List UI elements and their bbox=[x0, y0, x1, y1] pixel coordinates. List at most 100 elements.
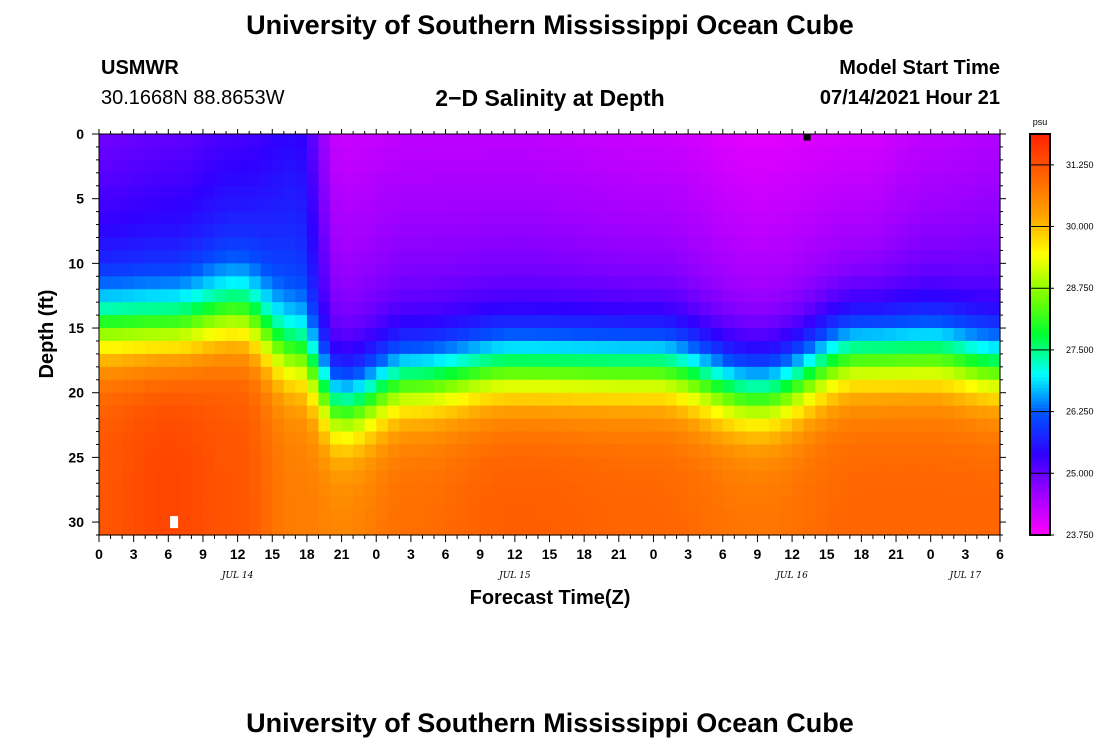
heatmap-cell bbox=[641, 276, 655, 290]
heatmap-cell bbox=[641, 146, 655, 161]
heatmap-cell bbox=[688, 379, 701, 394]
heatmap-cell bbox=[988, 172, 1001, 187]
heatmap-cell bbox=[953, 509, 966, 523]
heatmap-cell bbox=[734, 483, 747, 497]
colorbar-segment bbox=[1030, 274, 1050, 279]
heatmap-cell bbox=[341, 185, 354, 200]
heatmap-cell bbox=[711, 353, 724, 368]
heatmap-cell bbox=[630, 444, 643, 458]
heatmap-cell bbox=[699, 522, 712, 536]
heatmap-cell bbox=[665, 457, 678, 471]
heatmap-cell bbox=[133, 263, 146, 277]
heatmap-cell bbox=[260, 198, 273, 213]
heatmap-cell bbox=[595, 250, 608, 264]
heatmap-cell bbox=[630, 185, 643, 200]
heatmap-cell bbox=[99, 250, 112, 264]
heatmap-cell bbox=[884, 496, 897, 510]
heatmap-cell bbox=[757, 315, 770, 329]
heatmap-cell bbox=[191, 405, 204, 420]
heatmap-cell bbox=[191, 522, 204, 536]
heatmap-cell bbox=[641, 340, 655, 355]
y-tick-label: 30 bbox=[68, 514, 84, 530]
heatmap-cell bbox=[514, 237, 527, 252]
heatmap-cell bbox=[792, 405, 805, 420]
heatmap-cell bbox=[965, 496, 978, 510]
heatmap-cell bbox=[861, 276, 874, 290]
heatmap-cell bbox=[699, 470, 712, 484]
heatmap-cell bbox=[445, 315, 458, 329]
heatmap-cell bbox=[711, 470, 724, 484]
heatmap-cell bbox=[226, 483, 239, 497]
heatmap-cell bbox=[815, 263, 828, 277]
heatmap-cell bbox=[503, 509, 516, 523]
heatmap-cell bbox=[595, 185, 608, 200]
heatmap-cell bbox=[468, 340, 481, 355]
heatmap-cell bbox=[410, 470, 424, 484]
heatmap-cell bbox=[353, 134, 366, 148]
heatmap-cell bbox=[607, 224, 620, 239]
heatmap-cell bbox=[815, 483, 828, 497]
heatmap-cell bbox=[272, 328, 285, 342]
heatmap-cell bbox=[838, 483, 851, 497]
heatmap-cell bbox=[168, 276, 181, 290]
heatmap-cell bbox=[757, 340, 770, 355]
heatmap-cell bbox=[607, 353, 620, 368]
heatmap-cell bbox=[768, 198, 782, 213]
heatmap-cell bbox=[526, 328, 539, 342]
colorbar-segment bbox=[1030, 204, 1050, 209]
heatmap-cell bbox=[179, 444, 193, 458]
heatmap-cell bbox=[734, 315, 747, 329]
heatmap-cell bbox=[387, 457, 400, 471]
heatmap-cell bbox=[168, 237, 181, 252]
heatmap-cell bbox=[838, 496, 851, 510]
heatmap-cell bbox=[318, 198, 331, 213]
heatmap-cell bbox=[988, 405, 1001, 420]
heatmap-cell bbox=[953, 418, 966, 433]
heatmap-cell bbox=[237, 509, 250, 523]
heatmap-cell bbox=[468, 405, 481, 420]
heatmap-cell bbox=[237, 496, 250, 510]
heatmap-cell bbox=[768, 522, 782, 536]
heatmap-cell bbox=[364, 211, 377, 226]
heatmap-cell bbox=[757, 237, 770, 252]
heatmap-cell bbox=[676, 470, 689, 484]
heatmap-cell bbox=[110, 340, 123, 355]
heatmap-cell bbox=[491, 470, 504, 484]
heatmap-cell bbox=[942, 431, 955, 446]
heatmap-cell bbox=[641, 315, 655, 329]
heatmap-cell bbox=[849, 172, 862, 187]
heatmap-cell bbox=[514, 315, 527, 329]
heatmap-cell bbox=[168, 185, 181, 200]
heatmap-cell bbox=[942, 328, 955, 342]
colorbar-segment bbox=[1030, 504, 1050, 509]
heatmap-cell bbox=[861, 328, 874, 342]
heatmap-cell bbox=[330, 198, 343, 213]
heatmap-cell bbox=[907, 496, 920, 510]
heatmap-cell bbox=[283, 237, 296, 252]
heatmap-cell bbox=[214, 496, 227, 510]
heatmap-cell bbox=[549, 289, 562, 303]
heatmap-cell bbox=[688, 250, 701, 264]
heatmap-cell bbox=[491, 302, 504, 316]
heatmap-cell bbox=[445, 146, 458, 161]
heatmap-cell bbox=[283, 172, 296, 187]
heatmap-cell bbox=[399, 276, 412, 290]
heatmap-cell bbox=[156, 379, 169, 394]
colorbar-segment bbox=[1030, 414, 1050, 419]
heatmap-cell bbox=[630, 315, 643, 329]
colorbar-segment bbox=[1030, 281, 1050, 285]
heatmap-cell bbox=[468, 379, 481, 394]
heatmap-cell bbox=[630, 263, 643, 277]
heatmap-cell bbox=[780, 146, 793, 161]
heatmap-cell bbox=[641, 405, 655, 420]
heatmap-cell bbox=[445, 263, 458, 277]
heatmap-cell bbox=[676, 353, 689, 368]
heatmap-cell bbox=[376, 392, 389, 407]
heatmap-cell bbox=[884, 315, 897, 329]
heatmap-cell bbox=[745, 237, 759, 252]
heatmap-cell bbox=[803, 211, 816, 226]
heatmap-cell bbox=[884, 185, 897, 200]
heatmap-cell bbox=[699, 483, 712, 497]
heatmap-cell bbox=[919, 276, 932, 290]
colorbar-segment bbox=[1030, 334, 1050, 339]
